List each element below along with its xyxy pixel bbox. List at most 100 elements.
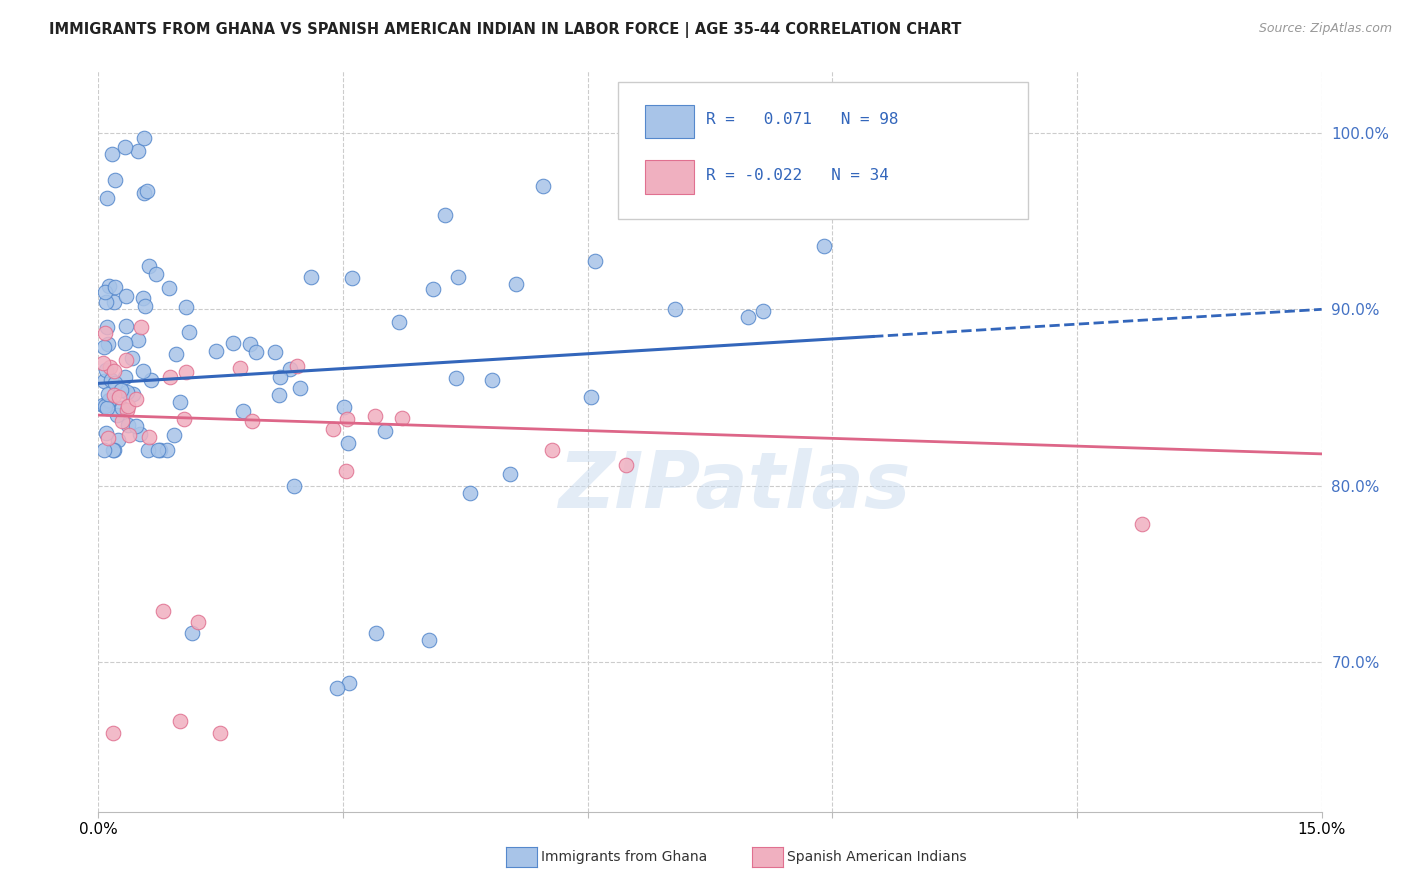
Point (115, 403, 138, 417)
Point (264, 345, 287, 359)
Point (187, 615, 209, 629)
Point (163, 428, 186, 442)
Point (139, 373, 162, 387)
Point (121, 351, 143, 365)
Point (447, 270, 470, 285)
Point (136, 185, 159, 199)
Point (138, 430, 160, 444)
Point (751, 304, 773, 318)
Point (283, 478, 305, 492)
Point (205, 344, 228, 359)
Text: IMMIGRANTS FROM GHANA VS SPANISH AMERICAN INDIAN IN LABOR FORCE | AGE 35-44 CORR: IMMIGRANTS FROM GHANA VS SPANISH AMERICA… (49, 22, 962, 38)
Point (93, 443, 115, 458)
Point (145, 267, 167, 281)
Point (111, 414, 134, 428)
Point (98, 359, 121, 374)
Point (280, 362, 302, 376)
Text: Immigrants from Ghana: Immigrants from Ghana (541, 850, 707, 864)
Point (374, 424, 396, 438)
Point (146, 443, 169, 458)
Bar (645, 161, 695, 194)
Point (138, 443, 160, 458)
Point (104, 376, 127, 390)
Point (433, 208, 456, 222)
Point (127, 333, 149, 347)
Point (134, 299, 156, 313)
Point (101, 147, 124, 161)
Point (115, 318, 138, 333)
Point (581, 390, 603, 404)
Point (1130, 517, 1153, 532)
Point (288, 381, 311, 395)
Point (614, 458, 637, 472)
Point (245, 345, 267, 359)
Text: Source: ZipAtlas.com: Source: ZipAtlas.com (1258, 22, 1392, 36)
Point (105, 409, 128, 423)
Point (94, 326, 117, 340)
Point (208, 726, 231, 740)
Point (94, 426, 117, 441)
Point (93, 340, 115, 354)
Point (132, 364, 155, 378)
Point (173, 411, 195, 425)
Point (335, 465, 357, 479)
Point (115, 353, 138, 368)
Point (117, 399, 139, 413)
Point (159, 369, 181, 384)
Point (481, 373, 503, 387)
Point (391, 410, 413, 425)
Point (322, 422, 344, 436)
Point (93, 285, 115, 299)
Point (96, 401, 118, 415)
Point (97, 337, 120, 351)
Point (169, 394, 191, 409)
Point (103, 364, 125, 378)
Point (98, 278, 121, 293)
Point (98, 393, 121, 408)
Point (117, 417, 139, 432)
Point (110, 384, 132, 398)
Point (269, 369, 291, 384)
Point (96, 319, 118, 334)
Point (364, 626, 387, 640)
Point (505, 277, 527, 292)
Point (418, 633, 440, 648)
Point (169, 714, 191, 728)
Point (222, 335, 245, 350)
Point (122, 387, 145, 401)
Point (813, 238, 835, 252)
Point (93, 374, 115, 388)
Point (422, 282, 444, 296)
Point (240, 414, 263, 428)
Point (103, 443, 125, 458)
Point (364, 409, 387, 423)
Point (111, 401, 134, 415)
Point (340, 271, 363, 285)
Point (299, 270, 322, 285)
Point (132, 186, 155, 200)
Point (124, 418, 146, 433)
Text: R =   0.071   N = 98: R = 0.071 N = 98 (706, 112, 898, 127)
Point (94, 295, 117, 310)
Point (100, 373, 122, 387)
Point (156, 443, 179, 458)
Point (664, 301, 686, 316)
Point (103, 295, 125, 310)
Point (157, 281, 180, 295)
Point (101, 443, 124, 458)
Point (737, 310, 759, 324)
Point (96, 363, 118, 377)
Point (114, 369, 136, 384)
Point (336, 412, 359, 426)
Point (332, 400, 354, 414)
Point (138, 259, 160, 273)
Point (114, 289, 136, 303)
Text: Spanish American Indians: Spanish American Indians (787, 850, 967, 864)
Point (124, 392, 146, 406)
Point (93, 399, 115, 413)
Point (115, 385, 138, 400)
Point (388, 315, 411, 329)
Point (118, 427, 141, 442)
Point (174, 365, 197, 379)
Point (326, 681, 349, 695)
